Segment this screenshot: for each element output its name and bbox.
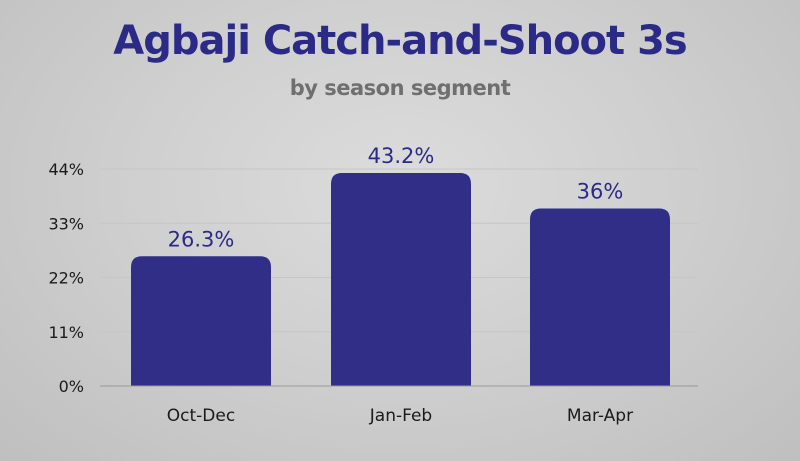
chart-subtitle: by season segment bbox=[289, 76, 511, 100]
x-tick-label: Oct-Dec bbox=[167, 406, 235, 426]
y-tick-label: 44% bbox=[48, 160, 84, 179]
y-tick-label: 11% bbox=[48, 323, 84, 342]
bar bbox=[131, 256, 271, 386]
y-tick-label: 22% bbox=[48, 269, 84, 288]
chart-title: Agbaji Catch-and-Shoot 3s bbox=[113, 18, 687, 64]
x-tick-label: Jan-Feb bbox=[369, 406, 432, 426]
bar bbox=[331, 172, 471, 386]
bar bbox=[530, 208, 670, 386]
y-tick-label: 0% bbox=[59, 377, 84, 396]
data-label: 26.3% bbox=[168, 227, 235, 251]
data-label: 43.2% bbox=[368, 144, 435, 168]
data-label: 36% bbox=[577, 179, 624, 203]
x-tick-label: Mar-Apr bbox=[567, 406, 633, 426]
y-tick-label: 33% bbox=[48, 214, 84, 233]
